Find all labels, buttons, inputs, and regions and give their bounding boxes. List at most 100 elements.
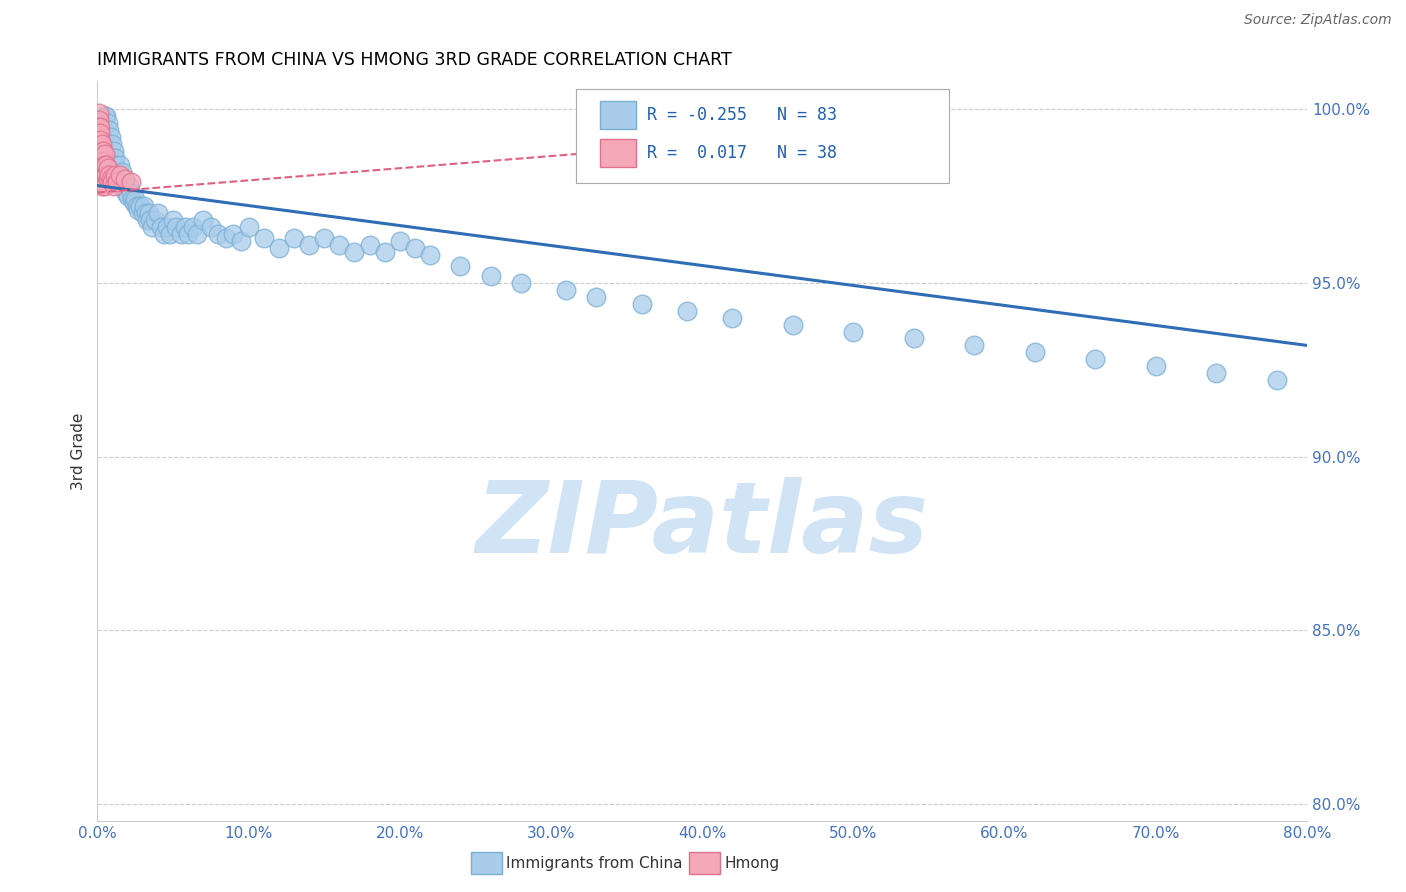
Point bbox=[87, 133, 110, 147]
Point bbox=[156, 220, 179, 235]
Point bbox=[103, 178, 125, 193]
Point bbox=[120, 186, 142, 200]
Point bbox=[89, 127, 111, 141]
Point bbox=[174, 220, 197, 235]
Point bbox=[782, 318, 804, 332]
Point bbox=[104, 151, 127, 165]
Point bbox=[146, 206, 169, 220]
Point bbox=[721, 310, 744, 325]
Point bbox=[93, 144, 115, 158]
Point bbox=[97, 116, 120, 130]
Point bbox=[143, 213, 166, 227]
Point bbox=[93, 175, 115, 189]
Point bbox=[94, 109, 117, 123]
Point bbox=[215, 230, 238, 244]
Point bbox=[101, 154, 124, 169]
Point bbox=[117, 189, 139, 203]
Point bbox=[98, 168, 121, 182]
Point bbox=[283, 230, 305, 244]
Point bbox=[90, 158, 112, 172]
Point bbox=[181, 220, 204, 235]
Point bbox=[165, 220, 187, 235]
Point bbox=[114, 178, 136, 193]
Point bbox=[120, 175, 142, 189]
Point bbox=[419, 248, 441, 262]
Point bbox=[135, 206, 157, 220]
Point bbox=[114, 171, 136, 186]
Point bbox=[200, 220, 222, 235]
Point bbox=[93, 154, 115, 169]
Point bbox=[98, 123, 121, 137]
Point bbox=[122, 196, 145, 211]
Point bbox=[267, 241, 290, 255]
Point bbox=[343, 244, 366, 259]
Point bbox=[127, 202, 149, 217]
Point bbox=[97, 161, 120, 176]
Point bbox=[585, 290, 607, 304]
Point bbox=[89, 164, 111, 178]
Text: Source: ZipAtlas.com: Source: ZipAtlas.com bbox=[1244, 13, 1392, 28]
Point bbox=[121, 193, 143, 207]
Point bbox=[1024, 345, 1046, 359]
Point bbox=[94, 168, 117, 182]
Point bbox=[96, 109, 118, 123]
Point bbox=[108, 158, 131, 172]
Point bbox=[90, 168, 112, 182]
Point bbox=[94, 158, 117, 172]
Point bbox=[222, 227, 245, 242]
Point bbox=[100, 171, 122, 186]
Text: Hmong: Hmong bbox=[724, 856, 779, 871]
Point bbox=[96, 168, 118, 182]
Point bbox=[141, 220, 163, 235]
Point bbox=[87, 144, 110, 158]
Point bbox=[125, 199, 148, 213]
Point bbox=[479, 268, 502, 283]
Point bbox=[101, 136, 124, 151]
Point bbox=[169, 227, 191, 242]
Point bbox=[89, 120, 111, 134]
Point bbox=[359, 237, 381, 252]
Point bbox=[103, 144, 125, 158]
Point bbox=[253, 230, 276, 244]
Point bbox=[186, 227, 208, 242]
Point bbox=[107, 171, 129, 186]
Point bbox=[162, 213, 184, 227]
Point bbox=[509, 276, 531, 290]
Point bbox=[149, 220, 172, 235]
Point bbox=[90, 147, 112, 161]
Point bbox=[110, 164, 132, 178]
Point bbox=[115, 186, 138, 200]
Point bbox=[104, 158, 127, 172]
Point bbox=[374, 244, 396, 259]
Point bbox=[89, 144, 111, 158]
Point bbox=[96, 158, 118, 172]
Point bbox=[108, 168, 131, 182]
Point bbox=[101, 175, 124, 189]
Point bbox=[94, 178, 117, 193]
Point bbox=[630, 297, 652, 311]
Point bbox=[842, 325, 865, 339]
Point bbox=[93, 164, 115, 178]
Point bbox=[1205, 366, 1227, 380]
Point bbox=[89, 133, 111, 147]
Y-axis label: 3rd Grade: 3rd Grade bbox=[72, 413, 86, 490]
Text: IMMIGRANTS FROM CHINA VS HMONG 3RD GRADE CORRELATION CHART: IMMIGRANTS FROM CHINA VS HMONG 3RD GRADE… bbox=[97, 51, 733, 69]
Point bbox=[87, 105, 110, 120]
Point bbox=[404, 241, 426, 255]
Point bbox=[676, 303, 699, 318]
Point bbox=[124, 193, 146, 207]
Point bbox=[118, 178, 141, 193]
Point bbox=[136, 213, 159, 227]
Point bbox=[104, 168, 127, 182]
Point bbox=[449, 259, 471, 273]
Point bbox=[1084, 352, 1107, 367]
Point bbox=[134, 199, 156, 213]
Point bbox=[328, 237, 350, 252]
Point bbox=[238, 220, 260, 235]
Point bbox=[298, 237, 321, 252]
Point bbox=[159, 227, 181, 242]
Point bbox=[97, 171, 120, 186]
Point bbox=[105, 175, 128, 189]
Point bbox=[132, 206, 155, 220]
Point bbox=[314, 230, 336, 244]
